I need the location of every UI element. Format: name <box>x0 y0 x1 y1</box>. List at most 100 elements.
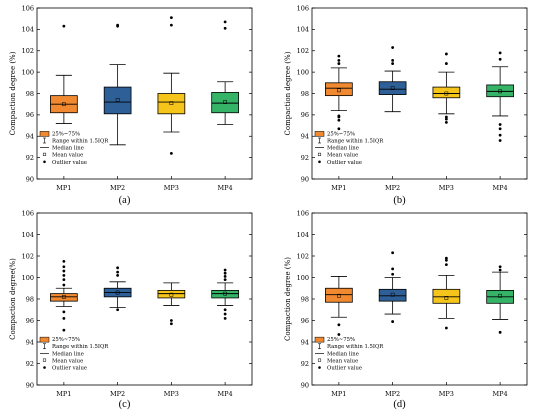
outlier-point <box>223 275 227 278</box>
outlier-point <box>223 20 227 24</box>
outlier-point <box>62 269 66 273</box>
outlier-point <box>391 267 395 271</box>
box-mp3 <box>432 52 461 124</box>
legend-label: Median line <box>52 351 84 357</box>
outlier-point <box>223 316 227 320</box>
y-axis-label: Compaction degree (%) <box>284 257 292 341</box>
panel-label: (a) <box>119 195 131 206</box>
legend-box-swatch <box>314 336 325 343</box>
y-tick-label: 100 <box>22 274 34 282</box>
y-tick-label: 94 <box>301 338 309 346</box>
outlier-point <box>169 319 173 322</box>
outlier-point <box>444 52 448 56</box>
box-mp4 <box>486 51 514 142</box>
iqr-box <box>157 93 186 115</box>
outlier-point <box>223 278 227 282</box>
outlier-point <box>444 62 448 65</box>
legend-outlier-swatch <box>318 366 321 369</box>
panel-label: (c) <box>119 399 131 410</box>
mean-marker <box>337 88 341 93</box>
legend-label: 25%~75% <box>52 337 80 343</box>
mean-marker <box>390 86 395 91</box>
legend-box-swatch <box>314 131 325 137</box>
box-mp2 <box>103 266 132 312</box>
legend-label: Range within 1.5IQR <box>327 138 384 144</box>
legend-label: 25%~75% <box>52 131 80 137</box>
outlier-point <box>223 26 227 30</box>
chart-panel-c: 90 92 94 96 98 100 102 104 106 Compaction degree(… <box>9 209 253 410</box>
outlier-point <box>62 310 66 314</box>
mean-marker <box>444 296 449 300</box>
outlier-point <box>498 51 502 55</box>
y-tick-label: 98 <box>301 295 309 303</box>
mean-marker <box>223 291 227 296</box>
outlier-point <box>391 320 395 323</box>
legend-label: 25%~75% <box>327 337 355 343</box>
outlier-point <box>337 114 341 118</box>
y-axis-label: Compaction degree (%) <box>284 51 292 135</box>
outlier-point <box>498 57 502 61</box>
legend-label: Range within 1.5IQR <box>52 138 109 144</box>
outlier-point <box>498 330 502 334</box>
outlier-point <box>444 115 448 119</box>
outlier-point <box>116 308 120 312</box>
box-mp1 <box>50 259 78 332</box>
iqr-box <box>211 289 239 299</box>
outlier-point <box>337 323 341 327</box>
mean-marker <box>169 292 174 297</box>
legend-label: Mean value <box>327 358 358 364</box>
x-tick-label: MP3 <box>164 390 179 398</box>
iqr-box <box>378 81 407 95</box>
iqr-box <box>325 287 353 303</box>
legend-mean-swatch <box>317 358 322 362</box>
y-tick-label: 92 <box>26 360 34 368</box>
y-tick-label: 92 <box>26 154 34 162</box>
x-tick-label: MP1 <box>56 390 71 398</box>
outlier-point <box>223 312 227 316</box>
outlier-point <box>391 272 395 276</box>
y-tick-label: 102 <box>297 47 309 55</box>
legend-label: Mean value <box>52 153 83 159</box>
chart-panel-a: 90 92 94 96 98 100 102 104 106 Compaction degree … <box>9 4 253 206</box>
outlier-point <box>223 268 227 272</box>
outlier-point <box>223 308 227 312</box>
iqr-box <box>50 293 78 302</box>
mean-marker <box>62 295 66 299</box>
outlier-point <box>444 326 448 330</box>
chart-panel-d: 90 92 94 96 98 100 102 104 106 Compaction degree … <box>284 209 528 410</box>
x-tick-label: MP4 <box>493 184 508 192</box>
outlier-point <box>116 23 120 27</box>
y-tick-label: 92 <box>301 154 309 162</box>
mean-marker <box>115 98 120 102</box>
y-tick-label: 102 <box>22 47 34 55</box>
outlier-point <box>62 316 66 320</box>
legend-box-swatch <box>39 131 50 137</box>
y-tick-label: 98 <box>26 90 34 98</box>
y-tick-label: 104 <box>297 26 309 34</box>
mean-marker <box>444 91 449 96</box>
legend-box-swatch <box>39 336 50 343</box>
outlier-point <box>391 58 395 62</box>
box-mp2 <box>103 23 132 146</box>
chart-panel-b: 90 92 94 96 98 100 102 104 106 Compaction degree … <box>284 4 528 206</box>
y-tick-label: 104 <box>22 231 34 239</box>
iqr-box <box>378 288 407 302</box>
outlier-point <box>444 263 448 266</box>
outlier-point <box>337 118 341 122</box>
x-tick-label: MP1 <box>56 184 71 192</box>
y-tick-label: 106 <box>297 4 309 12</box>
outlier-point <box>62 278 66 282</box>
y-axis-label: Compaction degree (%) <box>9 51 17 135</box>
legend-label: Range within 1.5IQR <box>327 344 384 350</box>
outlier-point <box>444 120 448 124</box>
y-tick-label: 100 <box>297 68 309 76</box>
outlier-point <box>337 333 341 336</box>
legend-label: Mean value <box>327 153 358 159</box>
x-tick-label: MP4 <box>493 390 508 398</box>
y-tick-label: 94 <box>26 133 34 141</box>
legend-label: Outlier value <box>327 366 362 372</box>
x-tick-label: MP3 <box>439 184 454 192</box>
